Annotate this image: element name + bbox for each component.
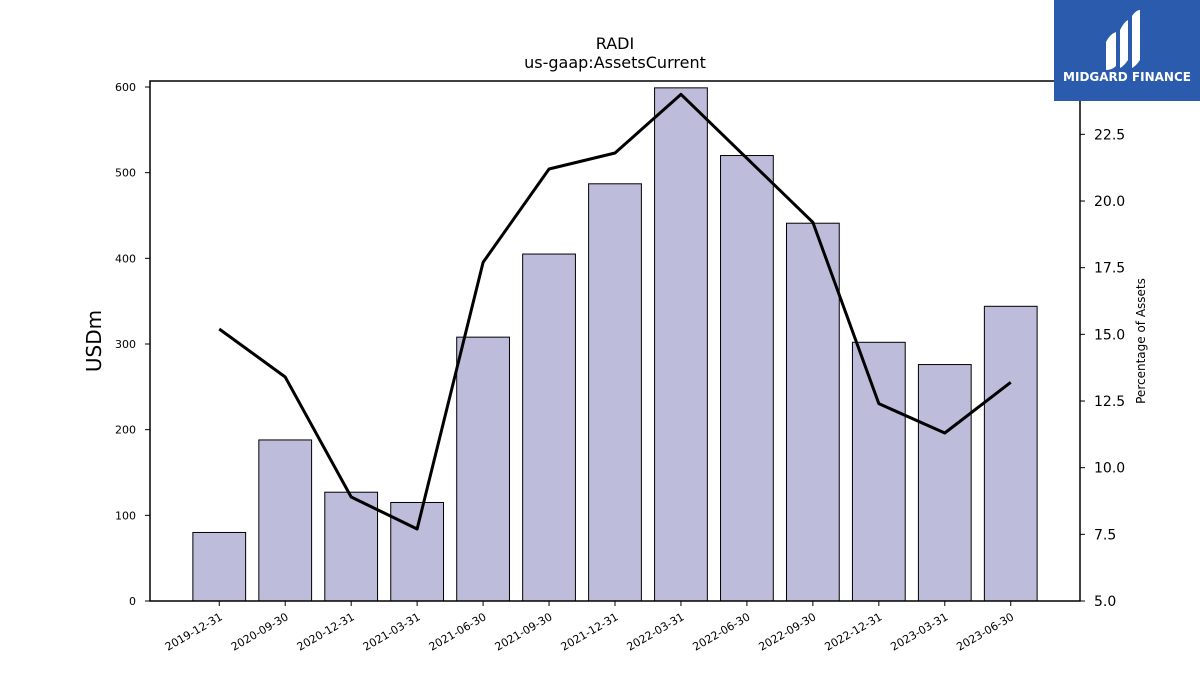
bar-2019-12-31 xyxy=(192,531,247,602)
y2-tick-label: 22.5 xyxy=(1094,127,1125,143)
y2-tick-label: 5.0 xyxy=(1094,594,1116,610)
bar-2020-09-30 xyxy=(258,439,313,602)
x-tick-label: 2022-03-31 xyxy=(625,610,687,653)
x-axis-ticks: 2019-12-31 2020-09-30 2020-12-31 2021-03-31… xyxy=(163,601,1016,654)
logo-text: MIDGARD FINANCE xyxy=(1063,70,1191,84)
bar-2023-03-31 xyxy=(917,364,972,602)
x-tick-label: 2019-12-31 xyxy=(163,610,225,653)
x-tick-label: 2021-03-31 xyxy=(361,610,423,653)
y-tick-label: 100 xyxy=(115,509,136,522)
y-tick-label: 300 xyxy=(115,338,136,351)
bar-2022-09-30 xyxy=(785,222,840,602)
y2-tick-label: 10.0 xyxy=(1094,461,1125,477)
bar-2021-09-30 xyxy=(522,253,576,602)
y2-tick-label: 20.0 xyxy=(1094,194,1125,210)
y-tick-label: 0 xyxy=(129,595,136,608)
bar-2021-03-31 xyxy=(390,501,445,602)
x-tick-label: 2021-09-30 xyxy=(493,610,555,653)
bars-group xyxy=(192,87,1038,602)
x-tick-label: 2020-09-30 xyxy=(229,610,291,653)
bar-2021-12-31 xyxy=(588,183,642,602)
right-axis-ticks: 5.0 7.5 10.0 12.5 15.0 17.5 20.0 22.5 xyxy=(1080,127,1125,610)
bar-2022-03-31 xyxy=(654,87,708,602)
x-tick-label: 2022-06-30 xyxy=(691,610,753,653)
bar-2021-06-30 xyxy=(456,336,510,602)
y-tick-label: 600 xyxy=(115,81,136,94)
chart-subtitle: us-gaap:AssetsCurrent xyxy=(524,53,706,72)
y-tick-label: 500 xyxy=(115,167,136,180)
x-tick-label: 2022-12-31 xyxy=(822,610,884,653)
chart-title: RADI xyxy=(596,34,634,53)
y2-axis-label: Percentage of Assets xyxy=(1134,278,1148,404)
x-tick-label: 2023-03-31 xyxy=(888,610,950,653)
y2-tick-label: 12.5 xyxy=(1094,394,1125,410)
bar-2022-12-31 xyxy=(851,341,906,602)
y2-tick-label: 15.0 xyxy=(1094,327,1125,343)
logo-mark-icon: MIDGARD FINANCE xyxy=(1054,0,1200,101)
x-tick-label: 2020-12-31 xyxy=(295,610,357,653)
x-tick-label: 2022-09-30 xyxy=(757,610,819,653)
percentage-line xyxy=(218,92,1012,531)
line-group xyxy=(218,92,1012,531)
y2-tick-label: 7.5 xyxy=(1094,527,1116,543)
left-axis-ticks: 0 100 200 300 400 500 600 xyxy=(115,81,150,608)
x-tick-label: 2021-12-31 xyxy=(559,610,621,653)
y-axis-label: USDm xyxy=(82,310,106,372)
bar-2023-06-30 xyxy=(983,305,1038,602)
bar-2022-06-30 xyxy=(720,155,774,602)
x-tick-label: 2021-06-30 xyxy=(427,610,489,653)
midgard-finance-logo: MIDGARD FINANCE xyxy=(1054,0,1200,101)
y2-tick-label: 17.5 xyxy=(1094,261,1125,277)
y-tick-label: 200 xyxy=(115,424,136,437)
x-tick-label: 2023-06-30 xyxy=(954,610,1016,653)
bar-2020-12-31 xyxy=(324,491,379,602)
y-tick-label: 400 xyxy=(115,252,136,265)
